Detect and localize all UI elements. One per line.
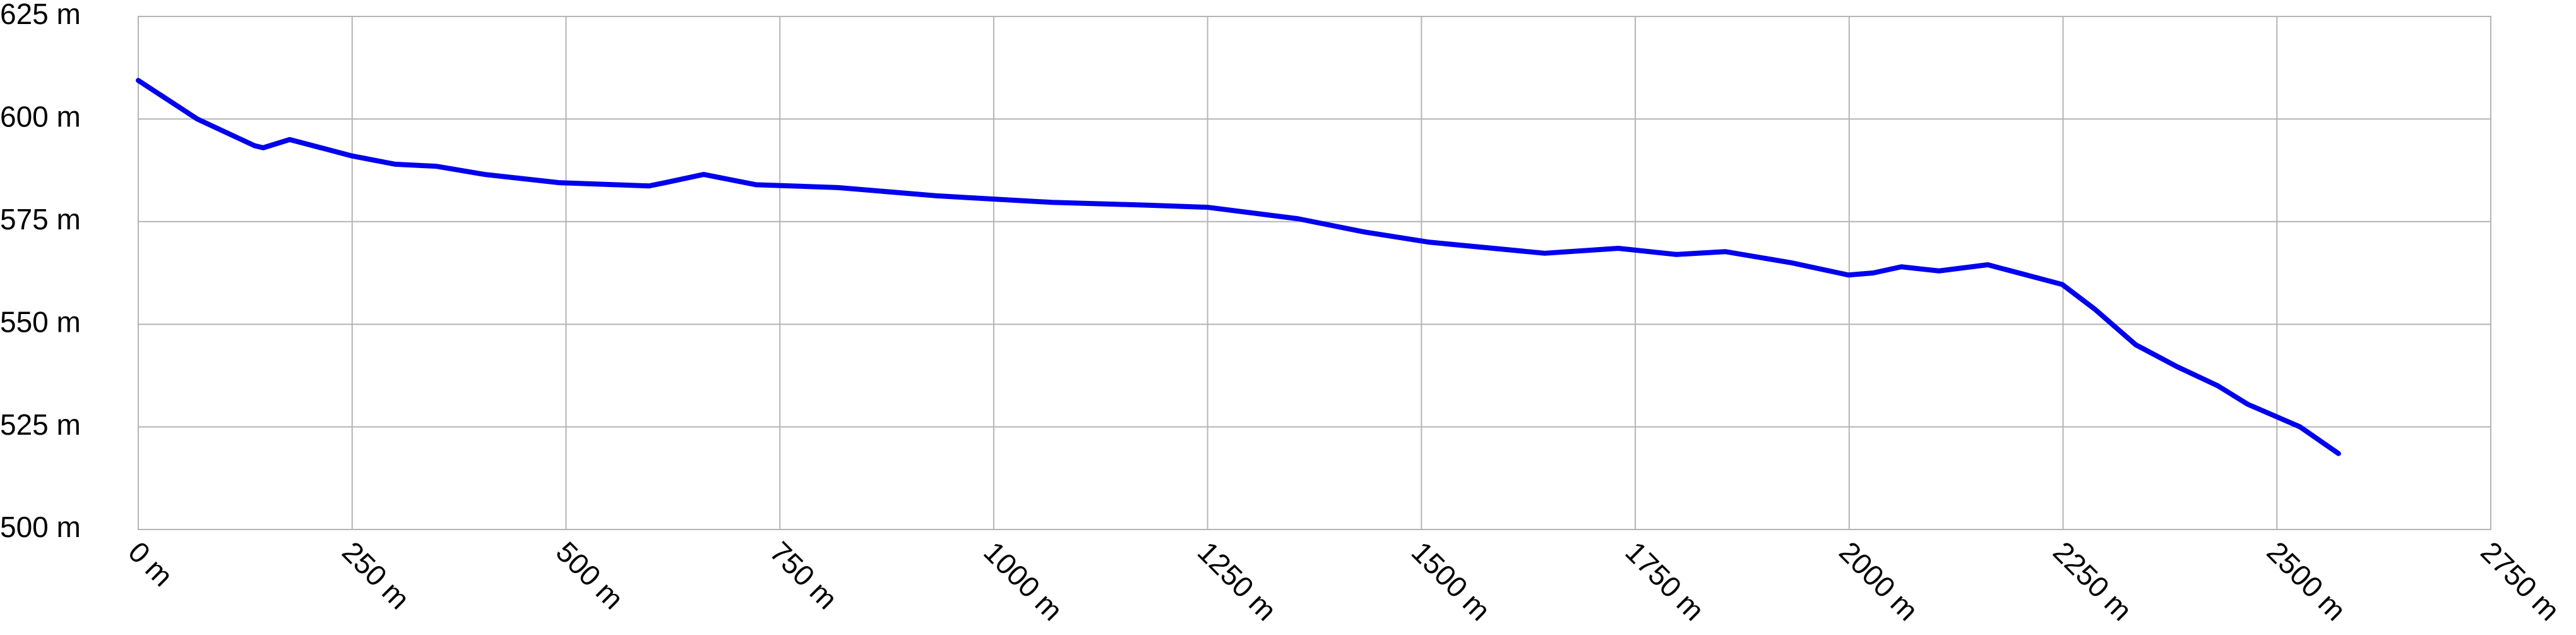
x-tick-label: 0 m [122,535,179,593]
y-tick-label: 525 m [0,408,81,441]
y-tick-label: 575 m [0,203,81,236]
x-tick-label: 1750 m [1619,535,1710,627]
y-tick-label: 500 m [0,511,81,543]
plot-area [138,16,2491,530]
y-tick-label: 625 m [0,0,81,30]
x-tick-label: 2750 m [2474,535,2566,627]
y-tick-label: 550 m [0,305,81,338]
x-tick-label: 1250 m [1191,535,1283,627]
x-tick-label: 2500 m [2261,535,2352,627]
x-tick-label: 2000 m [1833,535,1924,627]
x-tick-label: 250 m [336,535,416,615]
x-tick-label: 1500 m [1405,535,1497,627]
elevation-line [136,78,2341,456]
x-tick-label: 1000 m [977,535,1069,627]
x-tick-label: 2250 m [2047,535,2138,627]
x-tick-label: 500 m [550,535,630,615]
y-tick-label: 600 m [0,100,81,133]
x-tick-label: 750 m [764,535,844,615]
